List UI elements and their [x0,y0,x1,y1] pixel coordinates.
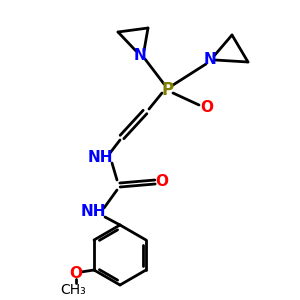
Text: O: O [155,175,169,190]
Text: N: N [204,52,216,68]
Text: O: O [70,266,83,281]
Text: O: O [200,100,214,116]
Text: NH: NH [80,205,106,220]
Text: P: P [162,81,174,99]
Text: NH: NH [87,151,113,166]
Text: CH₃: CH₃ [60,283,86,297]
Text: N: N [134,47,146,62]
